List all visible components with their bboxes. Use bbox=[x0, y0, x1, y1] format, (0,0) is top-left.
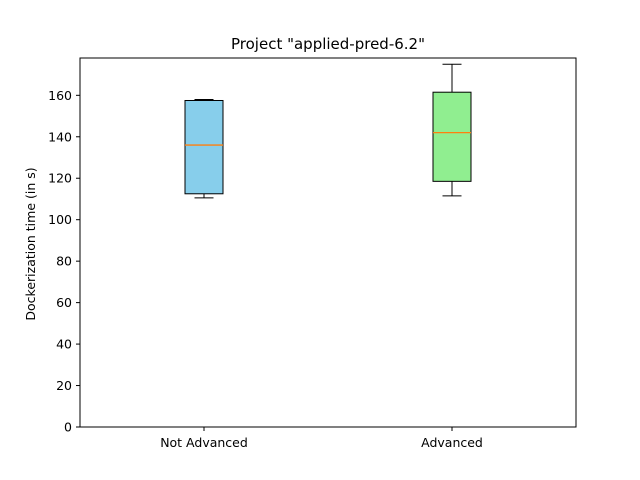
y-tick-label: 160 bbox=[48, 88, 72, 103]
y-tick-label: 60 bbox=[56, 295, 72, 310]
y-tick-label: 120 bbox=[48, 171, 72, 186]
y-tick-label: 40 bbox=[56, 337, 72, 352]
y-tick-label: 20 bbox=[56, 378, 72, 393]
box-not-advanced bbox=[184, 98, 224, 199]
box-advanced bbox=[432, 63, 472, 197]
y-tick-label: 0 bbox=[64, 420, 72, 435]
plot-area-frame bbox=[79, 57, 577, 428]
y-tick-label: 140 bbox=[48, 129, 72, 144]
x-tick-label: Not Advanced bbox=[160, 435, 248, 450]
x-axis-ticks: Not Advanced Advanced bbox=[160, 427, 483, 450]
box-series bbox=[184, 63, 472, 199]
iqr-box bbox=[184, 99, 224, 195]
iqr-box bbox=[432, 91, 472, 182]
chart-title: Project "applied-pred-6.2" bbox=[231, 35, 425, 53]
y-axis-ticks: 0 20 40 60 80 100 120 140 160 bbox=[48, 88, 80, 435]
y-axis-label: Dockerization time (in s) bbox=[23, 167, 38, 320]
x-tick-label: Advanced bbox=[421, 435, 483, 450]
y-tick-label: 80 bbox=[56, 254, 72, 269]
y-tick-label: 100 bbox=[48, 212, 72, 227]
